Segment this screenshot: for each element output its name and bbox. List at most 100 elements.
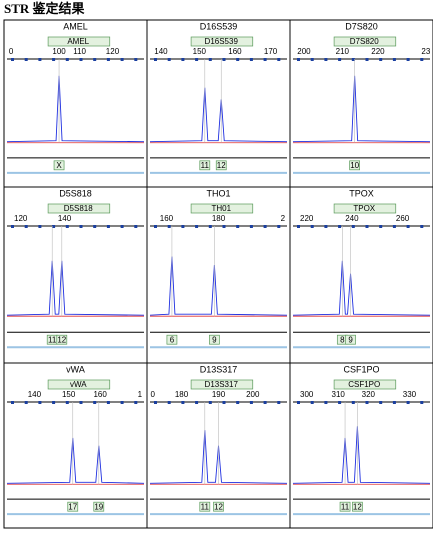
bin-mark	[38, 401, 42, 404]
allele-box	[53, 160, 65, 171]
allele-box	[209, 334, 220, 345]
bin-mark	[52, 58, 56, 61]
tick-label: 260	[396, 214, 410, 223]
trace	[292, 75, 431, 143]
bin-mark	[392, 401, 396, 404]
tick-label: 0	[9, 47, 14, 56]
tick-label: 0	[151, 390, 156, 399]
tick-label: 180	[212, 214, 226, 223]
allele-box	[352, 501, 363, 512]
locus-box	[190, 36, 254, 47]
bin-mark	[93, 225, 97, 228]
bin-mark	[52, 401, 56, 404]
bin-mark	[324, 401, 328, 404]
bin-mark	[181, 225, 185, 228]
panel-name: D5S818	[59, 188, 92, 198]
locus-box	[47, 36, 111, 47]
panel-name: THO1	[206, 188, 230, 198]
allele-box	[93, 501, 105, 512]
allele-label: 12	[57, 335, 66, 344]
bin-mark	[106, 401, 110, 404]
bin-mark	[120, 58, 124, 61]
bin-mark	[222, 401, 226, 404]
bin-mark	[195, 401, 199, 404]
bin-mark	[38, 225, 42, 228]
bin-mark	[379, 58, 383, 61]
tick-label: 210	[336, 47, 350, 56]
bin-mark	[106, 58, 110, 61]
bin-mark	[11, 225, 14, 228]
locus-box	[190, 379, 254, 390]
tick-label: 320	[362, 390, 376, 399]
bin-mark	[79, 58, 83, 61]
bin-mark	[324, 58, 328, 61]
bin-mark	[263, 401, 267, 404]
bin-mark	[351, 225, 355, 228]
bin-mark	[310, 58, 314, 61]
bin-mark	[154, 58, 157, 61]
bin-mark	[38, 58, 42, 61]
allele-label: 11	[341, 502, 350, 511]
bin-mark	[351, 401, 355, 404]
bin-mark	[52, 225, 56, 228]
bin-mark	[365, 225, 369, 228]
allele-box	[339, 501, 351, 512]
bin-mark	[167, 401, 171, 404]
allele-label: 12	[353, 502, 362, 511]
trace	[6, 75, 145, 143]
bin-mark	[93, 401, 97, 404]
bin-mark	[406, 225, 410, 228]
tick-label: 120	[14, 214, 28, 223]
allele-label: 10	[350, 161, 359, 170]
locus-label: D16S539	[205, 37, 239, 46]
bin-mark	[420, 58, 424, 61]
tick-label: 100	[52, 47, 66, 56]
locus-box	[333, 36, 397, 47]
tick-label: 220	[371, 47, 385, 56]
cell	[289, 362, 433, 529]
bin-mark	[249, 58, 253, 61]
bin-mark	[134, 58, 138, 61]
tick-label: 220	[300, 214, 314, 223]
allele-label: 8	[340, 335, 345, 344]
bin-mark	[222, 225, 226, 228]
bin-mark	[263, 58, 267, 61]
allele-box	[345, 334, 356, 345]
allele-label: 11	[201, 161, 210, 170]
allele-label: 9	[348, 335, 353, 344]
tick-label: 160	[228, 47, 242, 56]
bin-mark	[181, 401, 185, 404]
locus-label: D7S820	[350, 37, 379, 46]
allele-label: X	[56, 161, 62, 170]
bin-mark	[24, 58, 28, 61]
tick-label: 330	[403, 390, 417, 399]
bin-mark	[106, 225, 110, 228]
bin-mark	[195, 225, 199, 228]
bin-mark	[310, 225, 314, 228]
bin-mark	[181, 58, 185, 61]
bin-mark	[208, 225, 212, 228]
bin-mark	[65, 401, 69, 404]
bin-mark	[24, 225, 28, 228]
bin-mark	[236, 225, 240, 228]
bin-mark	[310, 401, 314, 404]
bin-mark	[392, 58, 396, 61]
locus-box	[47, 203, 111, 214]
bin-mark	[338, 58, 342, 61]
bin-mark	[79, 225, 83, 228]
locus-box	[47, 379, 111, 390]
locus-label: AMEL	[67, 37, 89, 46]
bin-mark	[154, 401, 157, 404]
tick-label: 140	[58, 214, 72, 223]
tick-label: 110	[73, 47, 86, 56]
allele-label: 12	[214, 502, 223, 511]
bin-mark	[208, 401, 212, 404]
bin-mark	[249, 401, 253, 404]
locus-label: TPOX	[353, 204, 375, 213]
tick-label: 300	[300, 390, 314, 399]
allele-label: 12	[217, 161, 226, 170]
tick-label: 190	[212, 390, 226, 399]
tick-label: 240	[345, 214, 359, 223]
bin-mark	[324, 225, 328, 228]
